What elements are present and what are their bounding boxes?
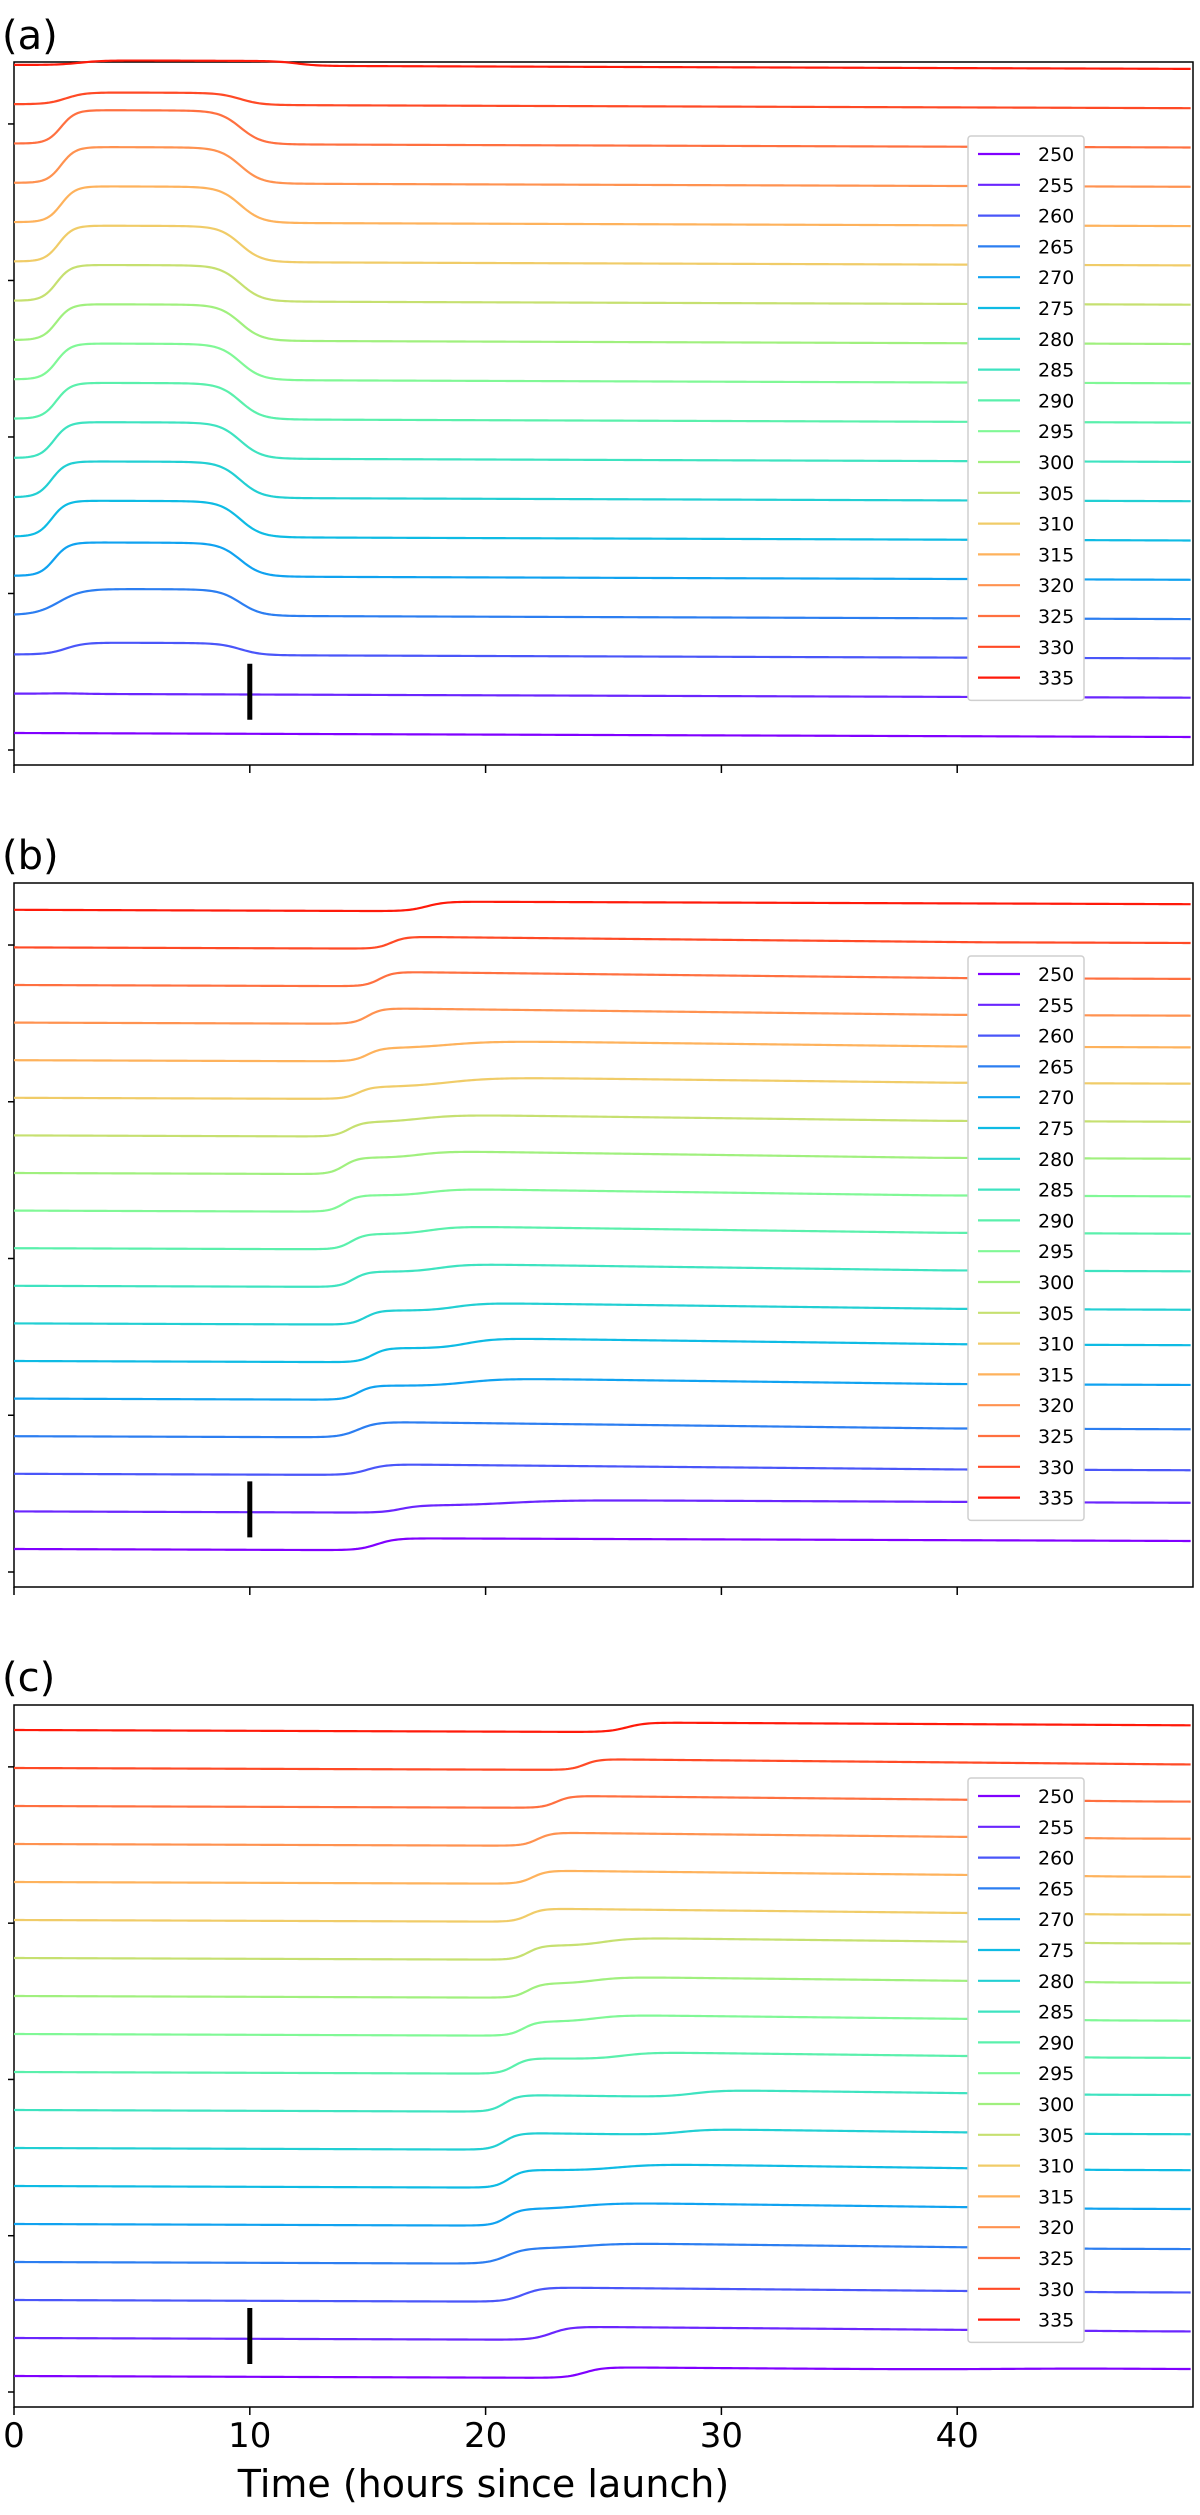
- panel-a: (a) 250 255 260 265 270 275 280 285 290 295 300 305 3…: [2, 13, 1194, 773]
- x-tick-label: 0: [3, 2416, 25, 2456]
- legend-label-275: 275: [1038, 1118, 1074, 1140]
- panel-label: (c): [2, 1655, 55, 1701]
- series-line-330: [13, 1758, 1191, 1771]
- legend-label-305: 305: [1038, 1303, 1074, 1325]
- legend-label-295: 295: [1038, 2063, 1074, 2085]
- x-axis-title: Time (hours since launch): [237, 2462, 729, 2506]
- legend-label-270: 270: [1038, 267, 1074, 289]
- panel-label: (b): [2, 833, 59, 879]
- legend-label-260: 260: [1038, 206, 1074, 228]
- legend-label-255: 255: [1038, 175, 1074, 197]
- legend-label-325: 325: [1038, 2248, 1074, 2270]
- legend-label-325: 325: [1038, 1426, 1074, 1448]
- legend-label-250: 250: [1038, 964, 1074, 986]
- legend: 250 255 260 265 270 275 280 285 290 295 300 305 310 3…: [967, 955, 1085, 1522]
- legend-label-270: 270: [1038, 1909, 1074, 1931]
- panel-label: (a): [2, 13, 58, 59]
- legend-label-280: 280: [1038, 1971, 1074, 1993]
- legend-label-270: 270: [1038, 1087, 1074, 1109]
- legend-label-255: 255: [1038, 1817, 1074, 1839]
- legend-label-250: 250: [1038, 1786, 1074, 1808]
- legend-label-300: 300: [1038, 1272, 1074, 1294]
- panel-c: (c)0 10 20 30 402502552602652702752802852902…: [2, 1655, 1194, 2506]
- legend-label-310: 310: [1038, 1334, 1074, 1356]
- legend-label-285: 285: [1038, 1180, 1074, 1202]
- plot-frame: [13, 1704, 1194, 2408]
- legend-label-315: 315: [1038, 1364, 1074, 1386]
- legend-label-320: 320: [1038, 1395, 1074, 1417]
- legend-label-280: 280: [1038, 329, 1074, 351]
- legend-label-290: 290: [1038, 390, 1074, 412]
- legend-label-275: 275: [1038, 1940, 1074, 1962]
- legend-label-335: 335: [1038, 1488, 1074, 1510]
- legend-label-280: 280: [1038, 1149, 1074, 1171]
- legend: 250 255 260 265 270 275 280 285 290 295 300 305 310 3…: [967, 1777, 1085, 2344]
- legend-label-330: 330: [1038, 637, 1074, 659]
- legend-label-300: 300: [1038, 452, 1074, 474]
- x-tick-label: 10: [228, 2416, 271, 2456]
- legend-label-290: 290: [1038, 1210, 1074, 1232]
- legend-label-315: 315: [1038, 2186, 1074, 2208]
- legend-label-285: 285: [1038, 360, 1074, 382]
- legend-label-305: 305: [1038, 483, 1074, 505]
- legend-label-325: 325: [1038, 606, 1074, 628]
- series-line-250: [13, 2366, 1191, 2379]
- legend-label-300: 300: [1038, 2094, 1074, 2116]
- legend-label-295: 295: [1038, 421, 1074, 443]
- legend: 250 255 260 265 270 275 280 285 290 295 300 305 310 3…: [967, 135, 1085, 702]
- legend-label-295: 295: [1038, 1241, 1074, 1263]
- series-line-250: [13, 1537, 1191, 1552]
- legend-label-265: 265: [1038, 1056, 1074, 1078]
- series-line-335: [13, 1721, 1191, 1733]
- x-tick-label: 30: [700, 2416, 743, 2456]
- series-line-330: [14, 91, 1191, 110]
- legend-label-255: 255: [1038, 995, 1074, 1017]
- legend-label-320: 320: [1038, 2217, 1074, 2239]
- legend-label-310: 310: [1038, 2156, 1074, 2178]
- legend-label-335: 335: [1038, 668, 1074, 690]
- legend-label-335: 335: [1038, 2310, 1074, 2332]
- legend-label-315: 315: [1038, 544, 1074, 566]
- legend-label-265: 265: [1038, 1878, 1074, 1900]
- legend-label-290: 290: [1038, 2032, 1074, 2054]
- x-tick-label: 40: [936, 2416, 979, 2456]
- legend-label-275: 275: [1038, 298, 1074, 320]
- panel-b: (b) 250 255 260 265 270 275 280 285 290 295 300 305 3…: [2, 833, 1194, 1595]
- legend-label-310: 310: [1038, 514, 1074, 536]
- legend-label-330: 330: [1038, 2279, 1074, 2301]
- legend-label-250: 250: [1038, 144, 1074, 166]
- legend-label-285: 285: [1038, 2002, 1074, 2024]
- series-line-330: [13, 935, 1191, 950]
- legend-label-305: 305: [1038, 2125, 1074, 2147]
- series-line-335: [13, 900, 1191, 913]
- plot-frame: [13, 882, 1194, 1588]
- series-line-335: [13, 59, 1191, 70]
- legend-label-260: 260: [1038, 1026, 1074, 1048]
- plot-frame: [13, 61, 1194, 766]
- legend-label-330: 330: [1038, 1457, 1074, 1479]
- series-line-250: [13, 731, 1191, 739]
- legend-label-260: 260: [1038, 1848, 1074, 1870]
- legend-label-320: 320: [1038, 575, 1074, 597]
- legend-label-265: 265: [1038, 236, 1074, 258]
- x-tick-label: 20: [464, 2416, 507, 2456]
